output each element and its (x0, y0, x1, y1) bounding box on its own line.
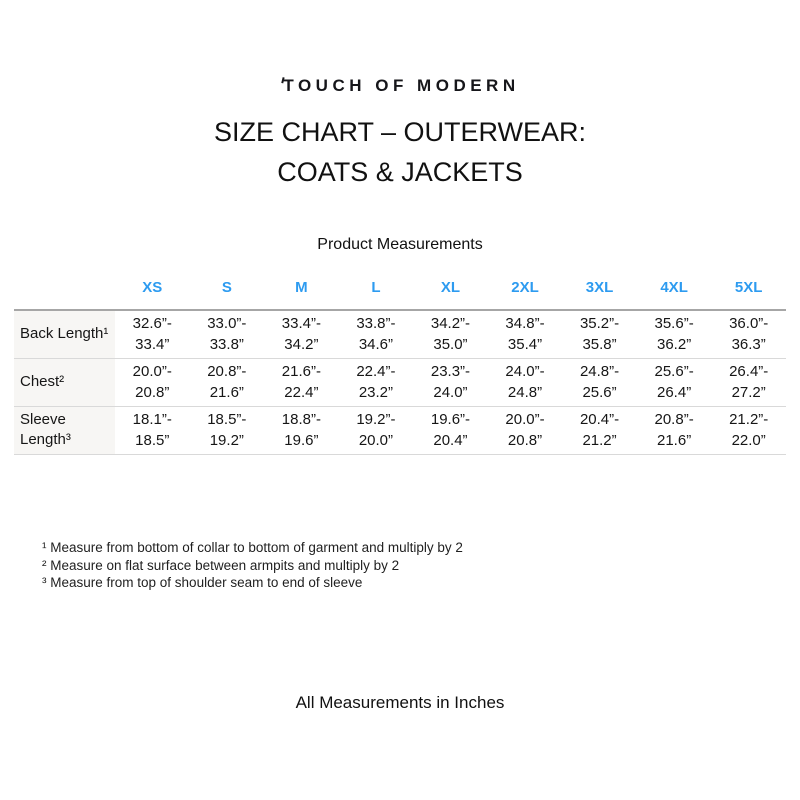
size-header-row: XS S M L XL 2XL 3XL 4XL 5XL (14, 272, 786, 311)
table-row-chest: Chest² 20.0”- 20.8” 20.8”- 21.6” 21.6”- … (14, 358, 786, 406)
measurement-cell: 21.2”- 22.0” (729, 411, 769, 449)
measurement-cell: 19.2”- 20.0” (356, 411, 396, 449)
measurement-cell: 36.0”- 36.3” (729, 315, 769, 354)
measurement-cell: 20.8”- 21.6” (654, 411, 694, 449)
section-title: Product Measurements (317, 236, 483, 253)
footnote-1: ¹ Measure from bottom of collar to botto… (42, 540, 463, 555)
measurement-cell: 19.6”- 20.4” (430, 411, 471, 449)
corner-cell (14, 272, 115, 311)
measurement-cell: 26.4”- 27.2” (729, 363, 769, 401)
column-header-3xl: 3XL (562, 272, 637, 311)
measurement-cell: 24.8”- 25.6” (579, 363, 620, 401)
footnotes: ¹ Measure from bottom of collar to botto… (42, 539, 463, 592)
measurement-cell: 34.2”- 35.0” (430, 315, 471, 354)
measurement-cell: 24.0”- 24.8” (505, 363, 545, 401)
row-label-chest: Chest² (14, 358, 115, 406)
measurement-cell: 18.8”- 19.6” (281, 411, 321, 449)
footnote-2: ² Measure on flat surface between armpit… (42, 557, 400, 573)
measurement-cell: 35.2”- 35.8” (579, 315, 620, 354)
column-header-l: L (338, 272, 414, 311)
column-header-2xl: 2XL (487, 272, 563, 311)
page-title: SIZE CHART – OUTERWEAR: COATS & JACKETS (0, 112, 800, 192)
measurement-cell: 20.0”- 20.8” (132, 363, 172, 401)
brand-logo: TOUCH OF MODERN (0, 76, 800, 96)
measurement-cell: 18.5”- 19.2” (207, 411, 247, 449)
measurement-cell: 20.0”- 20.8” (505, 411, 545, 449)
footer-note: All Measurements in Inches (295, 693, 505, 712)
measurement-cell: 35.6”- 36.2” (654, 315, 694, 354)
measurement-cell: 21.6”- 22.4” (281, 363, 321, 401)
measurement-cell: 33.8”- 34.6” (356, 315, 396, 354)
measurement-cell: 23.3”- 24.0” (430, 363, 471, 401)
measurement-cell: 18.1”- 18.5” (132, 411, 172, 449)
measurement-cell: 33.4”- 34.2” (281, 315, 321, 354)
column-header-4xl: 4XL (636, 272, 712, 311)
measurement-cell: 25.6”- 26.4” (654, 363, 694, 401)
row-label-sleeve-length: Sleeve Length³ (14, 406, 115, 454)
table-row-back-length: Back Length¹ 32.6”- 33.4” 33.0”- 33.8” 3… (14, 310, 786, 358)
measurement-cell: 33.0”- 33.8” (207, 315, 247, 354)
page-title-line2: COATS & JACKETS (277, 157, 523, 187)
row-label-back-length: Back Length¹ (14, 310, 115, 358)
column-header-xl: XL (413, 272, 488, 311)
column-header-s: S (189, 272, 265, 311)
size-chart-table: XS S M L XL 2XL 3XL 4XL 5XL Back Length¹… (14, 272, 786, 455)
measurement-cell: 22.4”- 23.2” (356, 363, 396, 401)
brand-logo-text: TOUCH OF MODERN (283, 76, 520, 95)
measurement-cell: 32.6”- 33.4” (132, 315, 172, 354)
column-header-xs: XS (115, 272, 190, 311)
column-header-m: M (264, 272, 339, 311)
footnote-3: ³ Measure from top of shoulder seam to e… (42, 575, 363, 590)
measurement-cell: 20.8”- 21.6” (207, 363, 247, 401)
measurement-cell: 20.4”- 21.2” (579, 411, 620, 449)
column-header-5xl: 5XL (711, 272, 786, 311)
table-row-sleeve-length: Sleeve Length³ 18.1”- 18.5” 18.5”- 19.2”… (14, 406, 786, 454)
measurement-cell: 34.8”- 35.4” (505, 315, 545, 354)
page-title-line1: SIZE CHART – OUTERWEAR: (213, 117, 587, 147)
